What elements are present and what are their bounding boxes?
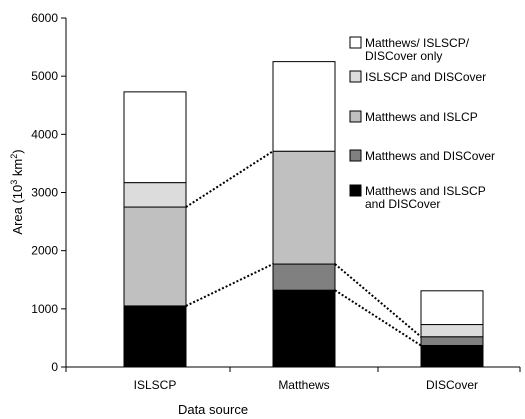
legend-label: Matthews and ISLCP bbox=[365, 110, 478, 124]
bar-segment-matthews-1 bbox=[272, 263, 336, 291]
connector-line-2 bbox=[334, 263, 422, 338]
x-tick-label: DISCover bbox=[426, 378, 478, 392]
legend-swatch bbox=[349, 110, 362, 123]
bar-segment-discover-4 bbox=[420, 290, 484, 326]
connector-line-3 bbox=[334, 289, 422, 347]
connector-line-1 bbox=[185, 150, 274, 208]
y-tick-label: 5000 bbox=[31, 69, 58, 83]
legend-label: Matthews and DISCover bbox=[365, 149, 495, 163]
bar-segment-discover-1 bbox=[420, 336, 484, 346]
bar-segment-discover-3 bbox=[420, 324, 484, 338]
bar-segment-matthews-4 bbox=[272, 61, 336, 152]
legend-label: Matthews/ ISLSCP/ bbox=[365, 36, 470, 50]
bar-segment-discover-0 bbox=[420, 344, 484, 368]
y-axis-title: Area (103 km2) bbox=[9, 149, 25, 234]
y-tick-label: 0 bbox=[51, 360, 58, 374]
bar-segment-islscp-4 bbox=[123, 91, 187, 184]
legend-swatch bbox=[349, 184, 362, 197]
connector-line-0 bbox=[185, 263, 274, 307]
bar-segment-islscp-2 bbox=[123, 206, 187, 307]
legend-label: ISLSCP and DISCover bbox=[365, 70, 486, 84]
bar-segment-matthews-0 bbox=[272, 289, 336, 368]
y-tick-label: 3000 bbox=[31, 186, 58, 200]
bar-segment-matthews-2 bbox=[272, 150, 336, 265]
x-tick-label: ISLSCP bbox=[134, 378, 177, 392]
legend-label: and DISCover bbox=[365, 197, 440, 211]
legend-swatch bbox=[349, 36, 362, 49]
bar-segment-islscp-3 bbox=[123, 182, 187, 208]
x-tick-label: Matthews bbox=[278, 378, 329, 392]
y-tick-label: 6000 bbox=[31, 11, 58, 25]
legend-swatch bbox=[349, 70, 362, 83]
x-axis-title: Data source bbox=[178, 402, 248, 417]
bar-segment-islscp-0 bbox=[123, 305, 187, 368]
legend-label: Matthews and ISLSCP bbox=[365, 184, 486, 198]
y-tick-label: 2000 bbox=[31, 244, 58, 258]
y-tick-label: 1000 bbox=[31, 302, 58, 316]
legend-swatch bbox=[349, 149, 362, 162]
y-tick-label: 4000 bbox=[31, 127, 58, 141]
legend-label: DISCover only bbox=[365, 49, 442, 63]
